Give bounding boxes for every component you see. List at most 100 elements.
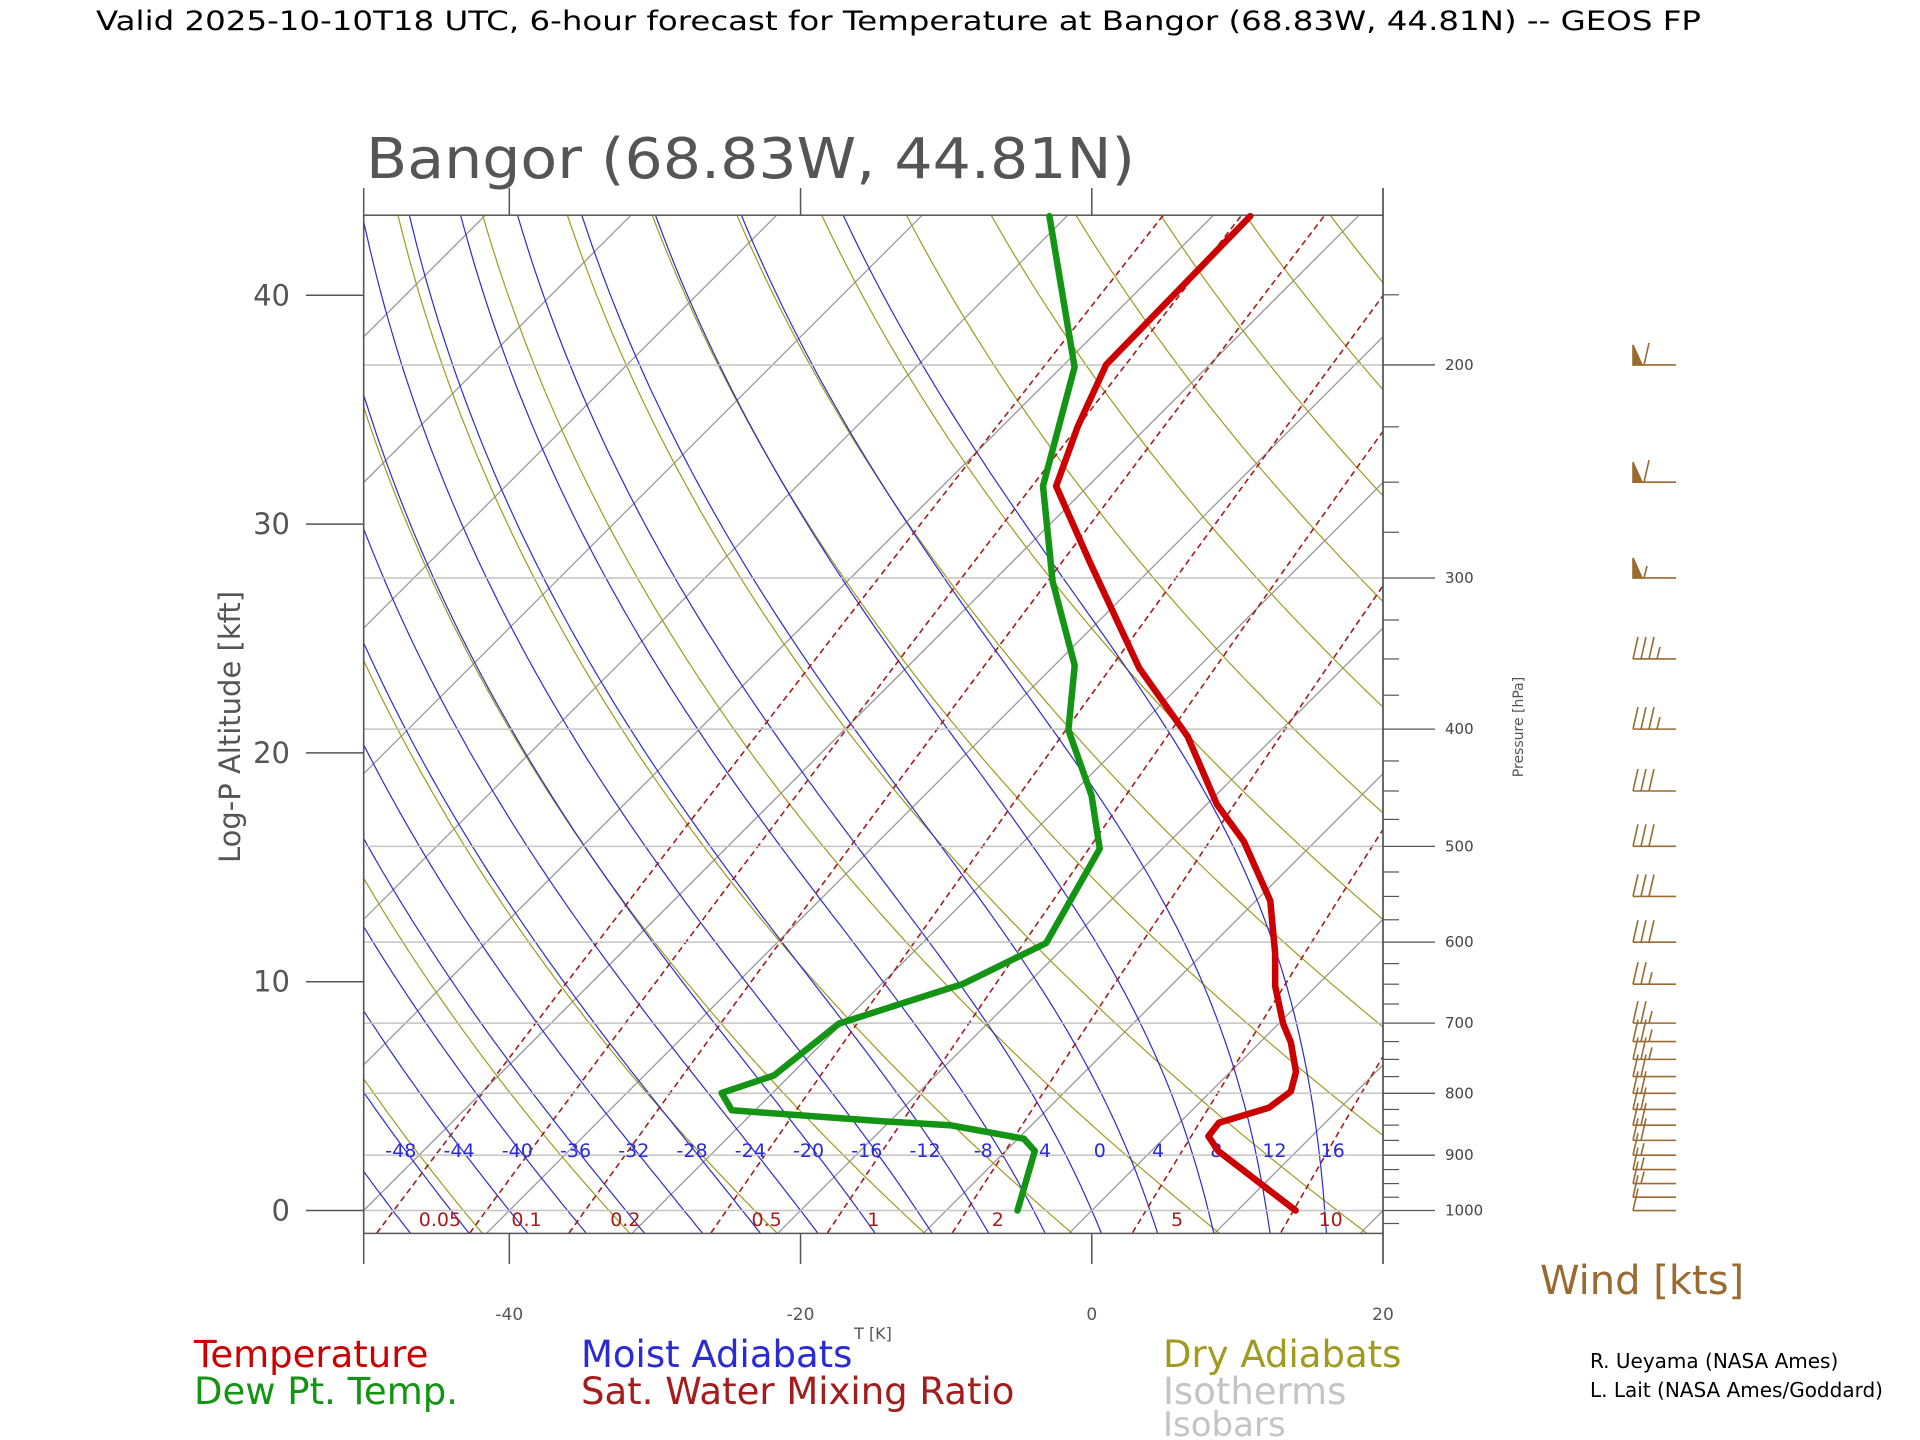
mixing-ratio-label: 10: [1318, 1209, 1342, 1231]
barb-half: [1640, 1157, 1645, 1170]
y-tick-label: 0: [272, 1194, 290, 1228]
wind-barb: [1632, 1054, 1676, 1078]
plot-background: [363, 215, 1383, 1234]
dry-adiabat: [990, 215, 1383, 708]
wind-barb: [1632, 1161, 1676, 1185]
barb-full: [1632, 919, 1639, 943]
barb-full: [1632, 1037, 1639, 1060]
barb-pennant: [1632, 344, 1644, 366]
barb-full: [1632, 1132, 1639, 1156]
legend-mixing-ratio: Sat. Water Mixing Ratio: [581, 1370, 1014, 1413]
wind-barb: [1632, 706, 1676, 730]
moist-adiabat-label: -32: [618, 1140, 649, 1162]
barb-full: [1648, 919, 1655, 943]
y-tick-label: 40: [253, 278, 290, 312]
barb-full: [1640, 636, 1647, 660]
barb-full: [1632, 1087, 1639, 1110]
mixing-ratio-label: 0.5: [751, 1209, 781, 1231]
x-tick-label: -20: [787, 1305, 815, 1325]
barb-full: [1648, 636, 1655, 660]
header: Valid 2025-10-10T18 UTC, 6-hour forecast…: [96, 6, 1701, 37]
wind-barb: [1632, 1132, 1676, 1156]
wind-barb: [1632, 1071, 1676, 1095]
barb-half: [1640, 1171, 1645, 1184]
barb-full: [1643, 342, 1650, 366]
wind-barb: [1632, 1019, 1676, 1043]
moist-adiabat-label: -4: [1032, 1140, 1051, 1162]
wind-barb: [1632, 874, 1676, 898]
barb-full: [1640, 1102, 1647, 1126]
barb-half: [1648, 1029, 1653, 1042]
barb-full: [1648, 768, 1655, 792]
y2-tick-label: 800: [1445, 1084, 1474, 1102]
moist-adiabat-label: -28: [677, 1140, 708, 1162]
barb-full: [1648, 706, 1655, 730]
barb-full: [1632, 1019, 1639, 1042]
isotherm: [363, 215, 778, 629]
moist-adiabat-label: -24: [735, 1140, 766, 1162]
barb-half: [1656, 646, 1661, 660]
moist-adiabat-label: 16: [1321, 1140, 1345, 1162]
barb-full: [1640, 1071, 1647, 1094]
x-axis-label: T [K]: [853, 1324, 892, 1343]
y-axis-label: Log-P Altitude [kft]: [213, 591, 247, 863]
barb-full: [1632, 874, 1639, 897]
barb-full: [1632, 1161, 1639, 1184]
moist-adiabat-label: 4: [1152, 1140, 1164, 1162]
barb-half: [1648, 1010, 1653, 1024]
y2-tick-label: 200: [1445, 356, 1474, 374]
mixing-ratio-line: [1279, 1054, 1383, 1234]
wind-barb: [1632, 460, 1676, 484]
barb-full: [1648, 874, 1655, 897]
isotherm: [631, 481, 1383, 1234]
wind-barb: [1632, 1188, 1676, 1212]
barb-full: [1640, 706, 1647, 730]
barb-full: [1632, 1147, 1639, 1170]
legend-isobars: Isobars: [1163, 1405, 1286, 1440]
barb-full: [1648, 824, 1655, 847]
wind-barb: [1632, 636, 1676, 660]
moist-adiabat-label: 0: [1094, 1140, 1106, 1162]
barb-full: [1632, 824, 1639, 847]
isotherm: [363, 215, 632, 484]
isotherm: [363, 215, 923, 775]
barb-full: [1632, 1000, 1639, 1024]
barb-full: [1640, 824, 1647, 847]
moist-adiabat: [363, 1009, 529, 1234]
barb-full: [1632, 1102, 1639, 1126]
dry-adiabat: [905, 215, 1383, 814]
wind-barb: [1632, 768, 1676, 792]
legend-isotherms: Isotherms: [1163, 1370, 1346, 1413]
y2-tick-label: 700: [1445, 1014, 1474, 1032]
isotherm: [363, 215, 1214, 1066]
moist-adiabat-label: -16: [851, 1140, 882, 1162]
y2-tick-label: 1000: [1445, 1202, 1483, 1220]
barb-full: [1640, 1118, 1647, 1141]
wind-barb: [1632, 557, 1676, 579]
wind-barb: [1632, 1037, 1676, 1061]
moist-adiabat-label: -40: [502, 1140, 533, 1162]
y2-tick-label: 900: [1445, 1146, 1474, 1164]
wind-barb: [1632, 1000, 1676, 1024]
barb-half: [1640, 1142, 1645, 1156]
wind-barb: [1632, 1087, 1676, 1111]
wind-title: Wind [kts]: [1540, 1258, 1744, 1304]
isotherm: [922, 772, 1383, 1234]
barb-full: [1640, 1037, 1647, 1060]
dry-adiabat: [821, 215, 1383, 921]
y-tick-label: 20: [253, 736, 290, 770]
isotherm: [485, 335, 1383, 1234]
barb-half: [1648, 1047, 1653, 1060]
barb-full: [1632, 1188, 1639, 1211]
barb-full: [1632, 706, 1639, 730]
barb-full: [1640, 919, 1647, 943]
y-tick-label: 30: [253, 507, 290, 541]
y-tick-label: 10: [253, 965, 290, 999]
barb-half: [1643, 565, 1648, 579]
mixing-ratio-label: 1: [867, 1209, 879, 1231]
isotherm: [1068, 918, 1383, 1234]
y2-tick-label: 400: [1445, 720, 1474, 738]
wind-barb: [1632, 1147, 1676, 1171]
